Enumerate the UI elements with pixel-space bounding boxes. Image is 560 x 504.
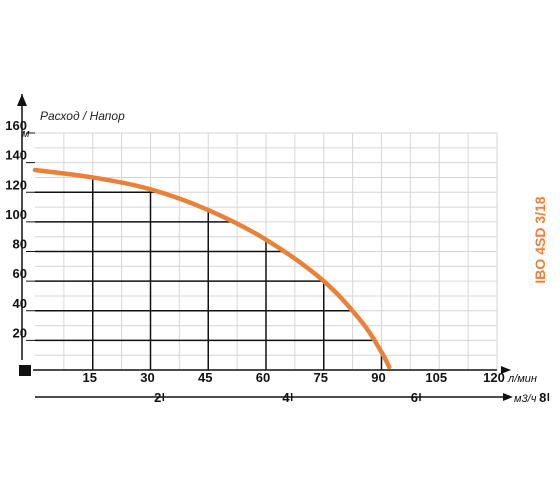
x-axis-arrow [501,366,511,374]
series-layer [32,167,392,370]
x2-tick-label: 8 [539,390,546,405]
x2-tick-label: 4 [282,390,290,405]
y-tick-label: 160 [5,118,27,133]
y-tick-label: 100 [5,207,27,222]
x-tick-label: 45 [198,370,212,385]
origin-square [19,365,31,376]
y-tick-label: 140 [5,148,27,163]
y-tick-label: 120 [5,177,27,192]
y-tick-label: 60 [13,266,27,281]
x2-tick-label: 6 [411,390,418,405]
x2-axis-arrow [503,393,513,401]
x-tick-label: 30 [140,370,154,385]
x-tick-label: 75 [314,370,328,385]
pump-curve-line [32,167,392,370]
y-axis-unit: м [22,128,30,140]
grid-layer [35,132,498,370]
y-tick-label: 40 [13,296,27,311]
chart-title: Расход / Напор [40,109,125,123]
x-tick-label: 105 [425,370,447,385]
model-label: IBO 4SD 3/18 [532,196,548,283]
y-tick-label: 20 [13,325,27,340]
ticks-layer: 20 40 60 80 100 120 140 160 15 30 45 60 75 90 105 120 2 4… [5,118,550,405]
x-tick-label: 15 [83,370,97,385]
x2-axis-unit: м3/ч [514,393,537,405]
x-tick-label: 60 [256,370,270,385]
x-axis-unit: л/мин [507,373,537,385]
y-tick-label: 80 [13,237,27,252]
x2-tick-label: 2 [154,390,161,405]
x-tick-label: 90 [371,370,385,385]
y-axis-arrow [17,94,27,106]
x-tick-label: 120 [483,370,505,385]
axes-layer [17,94,513,401]
